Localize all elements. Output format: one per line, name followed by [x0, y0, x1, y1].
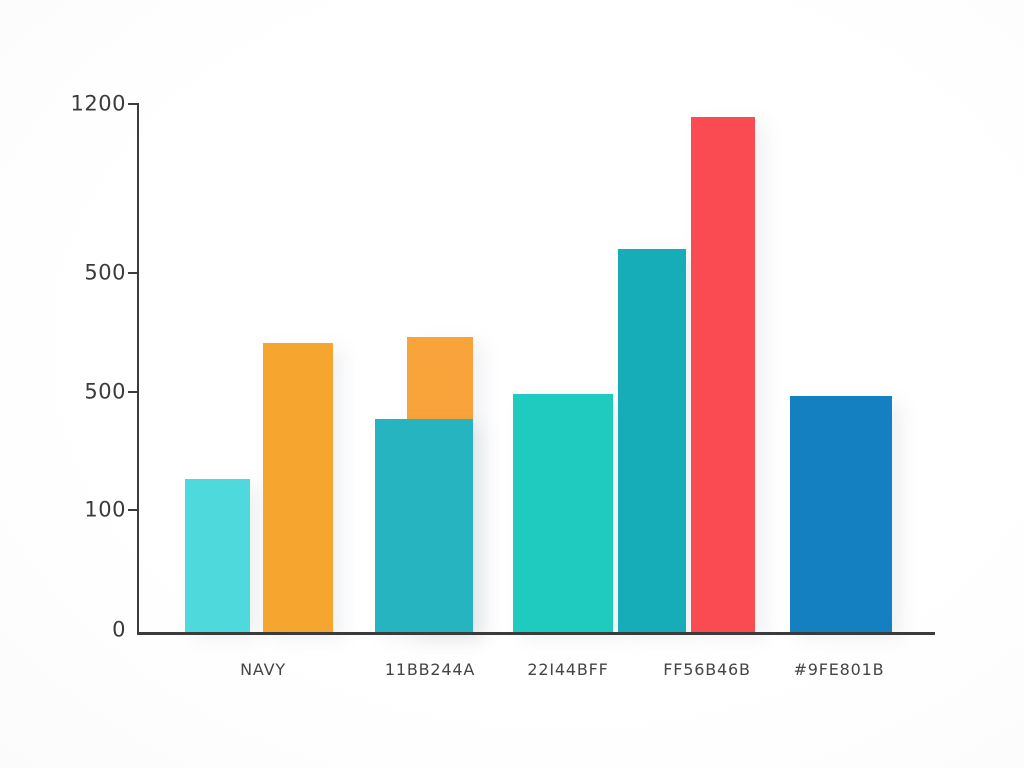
bar-cyan-navy — [185, 479, 250, 633]
bar-dark-teal-ff56b46b — [618, 249, 686, 633]
x-category-label: 22I44BFF — [527, 660, 609, 679]
y-tick-label: 1200 — [70, 91, 126, 116]
y-tick-label: 0 — [112, 617, 126, 642]
bar-blue-9fe801b — [790, 396, 892, 633]
y-tick-mark — [128, 103, 138, 105]
x-axis-line — [137, 632, 935, 635]
y-tick-mark — [128, 509, 138, 511]
x-category-label: #9FE801B — [793, 660, 885, 679]
x-category-label: FF56B46B — [663, 660, 751, 679]
bar-red-ff56b46b — [691, 117, 755, 633]
bar-orange-navy — [263, 343, 333, 633]
y-tick-label: 100 — [84, 497, 126, 522]
y-axis-line — [137, 103, 139, 634]
y-tick-label: 500 — [84, 260, 126, 285]
y-tick-mark — [128, 391, 138, 393]
x-category-label: 11BB244A — [384, 660, 476, 679]
bar-teal-11bb244a — [375, 419, 473, 633]
y-tick-mark — [128, 272, 138, 274]
x-category-label: NAVY — [240, 660, 286, 679]
y-tick-label: 500 — [84, 379, 126, 404]
bar-green-teal-22i44bff — [513, 394, 613, 633]
